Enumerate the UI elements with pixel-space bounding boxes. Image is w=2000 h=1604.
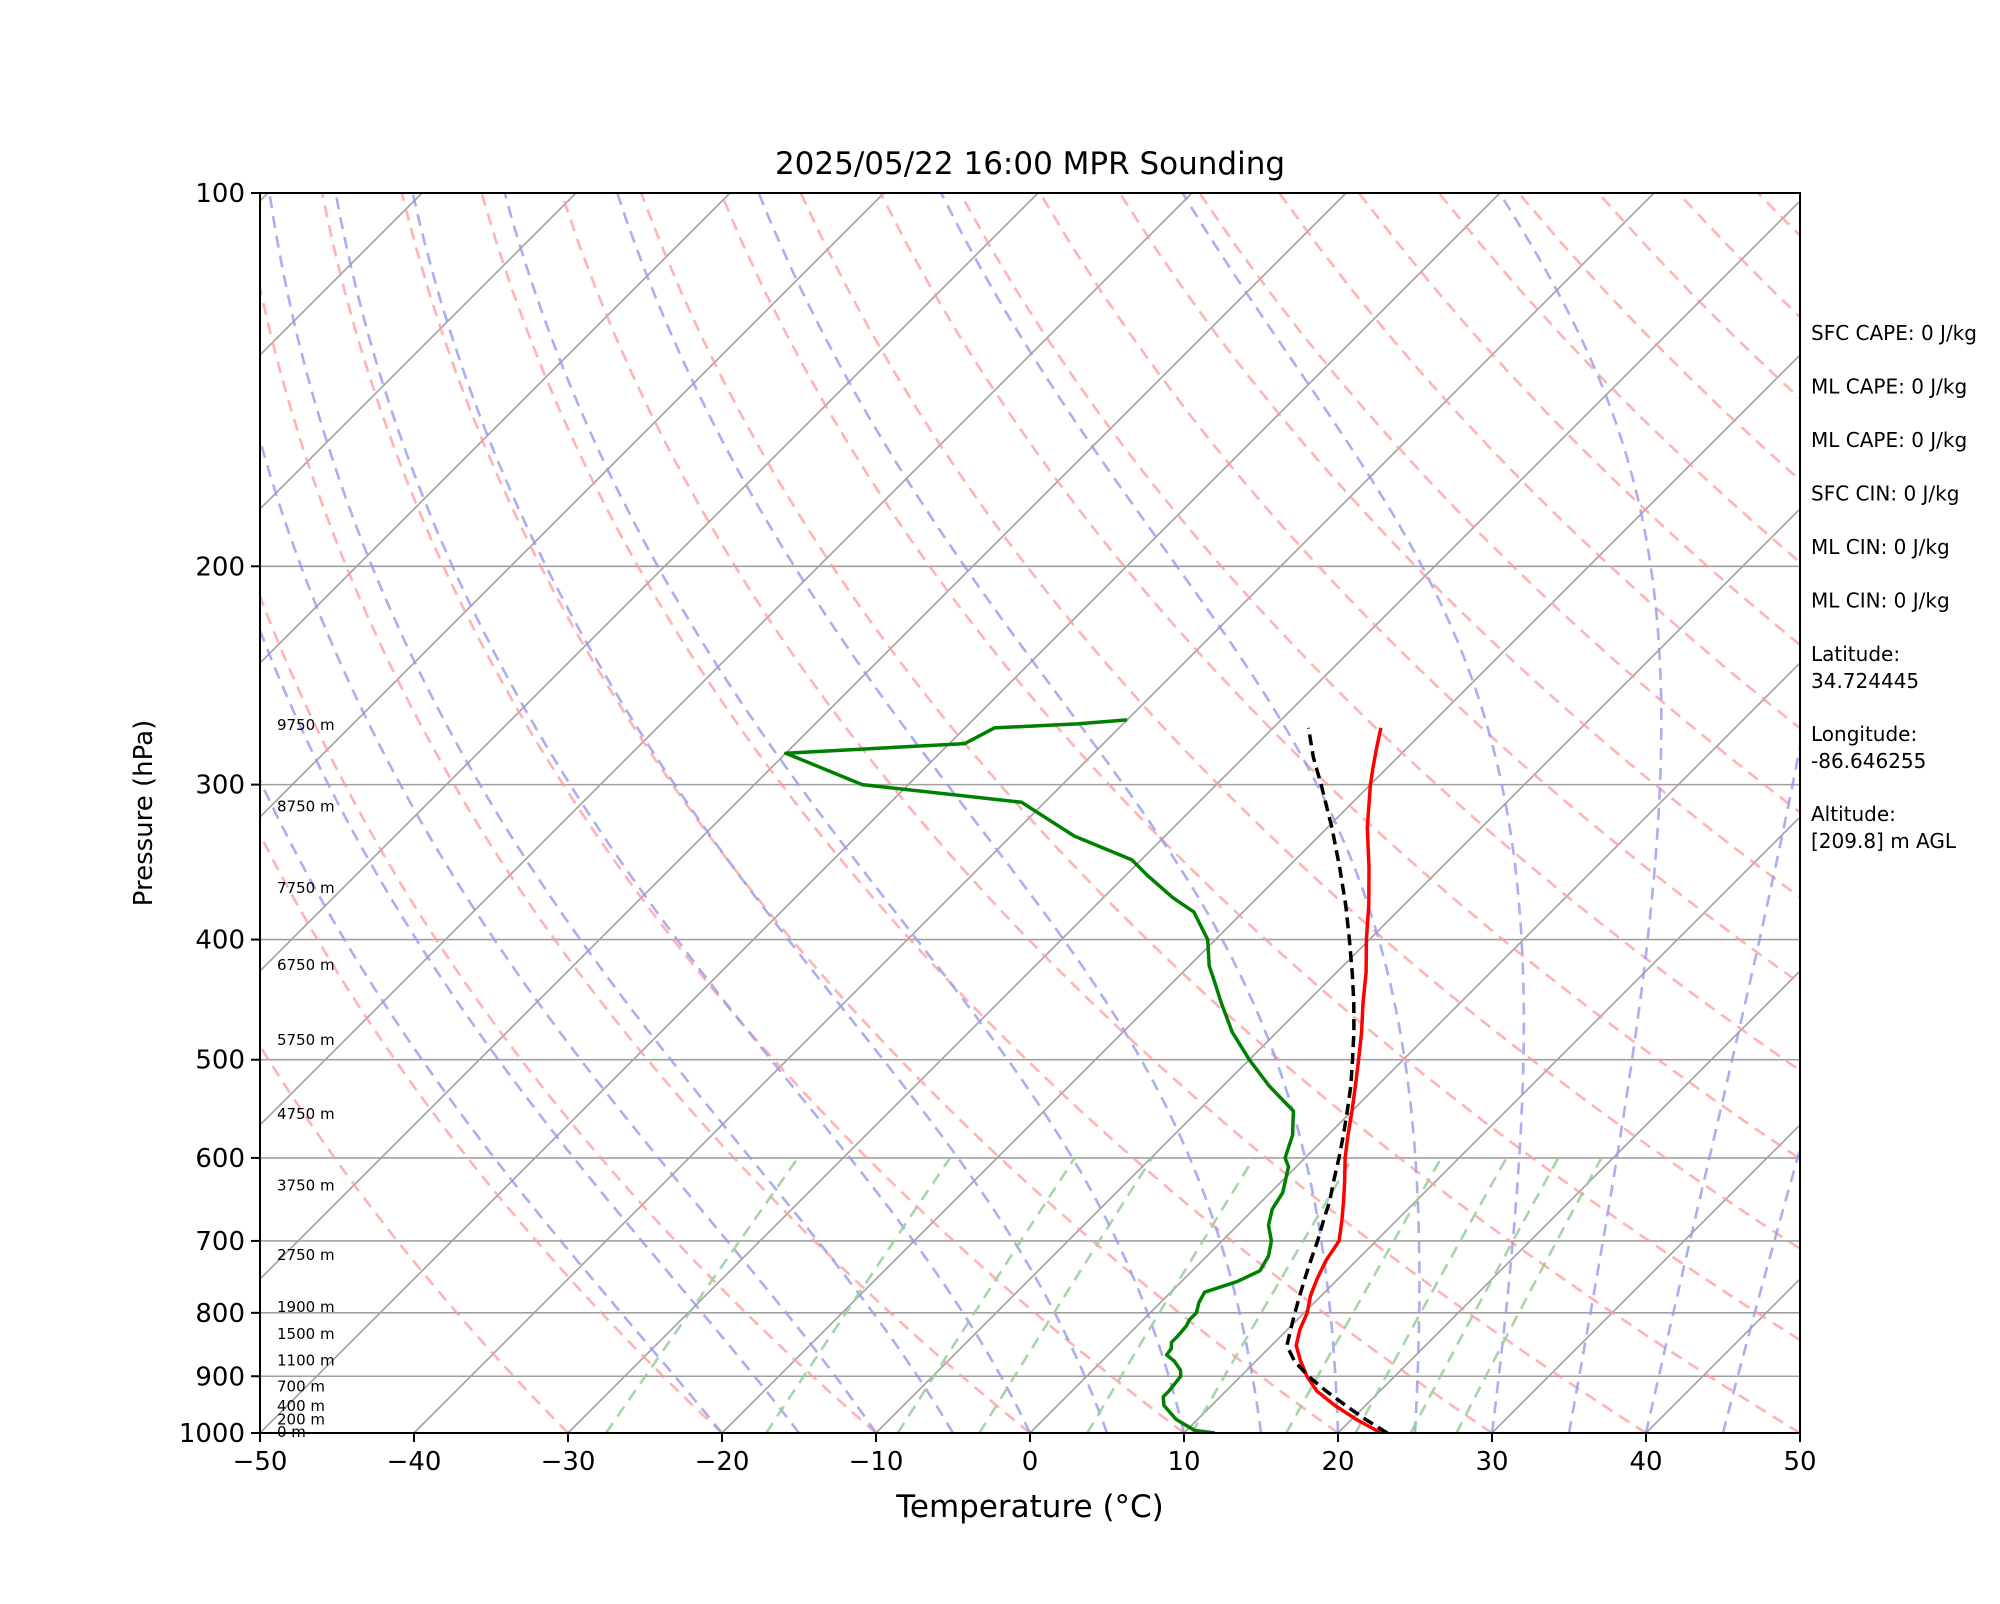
- moist-adiabat-line: [505, 193, 1184, 1433]
- y-tick-label: 200: [195, 552, 245, 582]
- height-label: 700 m: [277, 1378, 325, 1396]
- isotherm-line: [0, 193, 730, 1433]
- height-label: 1100 m: [277, 1352, 335, 1370]
- dry-adiabat-line: [641, 193, 1800, 1433]
- height-label: 9750 m: [277, 716, 335, 734]
- dry-adiabat-line: [402, 193, 1338, 1433]
- dewpoint-profile-line: [786, 720, 1294, 1433]
- height-label: 3750 m: [277, 1177, 335, 1195]
- height-label: 5750 m: [277, 1031, 335, 1049]
- isotherm-line: [0, 193, 1192, 1433]
- sounding-annotations: SFC CAPE: 0 J/kg ML CAPE: 0 J/kg ML CAPE: …: [1811, 321, 1977, 853]
- annotation-text: ML CAPE: 0 J/kg: [1811, 375, 1967, 399]
- height-label: 7750 m: [277, 879, 335, 897]
- temperature-profile-line: [1296, 728, 1381, 1433]
- height-label: 1900 m: [277, 1298, 335, 1316]
- x-tick-label: 10: [1167, 1447, 1200, 1477]
- annotation-text: SFC CAPE: 0 J/kg: [1811, 321, 1977, 345]
- height-label: 1500 m: [277, 1325, 335, 1343]
- x-tick-label: 30: [1475, 1447, 1508, 1477]
- annotation-value: 34.724445: [1811, 669, 1919, 693]
- annotation-label: Latitude:: [1811, 642, 1900, 666]
- isotherm-line: [722, 193, 1962, 1433]
- moist-adiabat-line: [270, 193, 954, 1433]
- moist-adiabat-line: [158, 193, 799, 1433]
- x-tick-label: 20: [1321, 1447, 1354, 1477]
- mixing-ratio-lines: [606, 1158, 1601, 1433]
- y-tick-label: 400: [195, 926, 245, 956]
- annotation-text: SFC CIN: 0 J/kg: [1811, 482, 1959, 506]
- x-tick-label: 40: [1629, 1447, 1662, 1477]
- mixing-ratio-line: [979, 1158, 1152, 1433]
- annotation-label: Longitude:: [1811, 722, 1917, 746]
- annotation-label: Altitude:: [1811, 802, 1896, 826]
- x-tick-label: −50: [233, 1447, 288, 1477]
- chart-title: 2025/05/22 16:00 MPR Sounding: [775, 146, 1285, 182]
- y-tick-label: 700: [195, 1227, 245, 1257]
- plot-frame: [260, 193, 1800, 1433]
- dry-adiabat-line: [561, 193, 1646, 1433]
- y-tick-label: 900: [195, 1362, 245, 1392]
- x-tick-label: −10: [849, 1447, 904, 1477]
- x-tick-label: −30: [541, 1447, 596, 1477]
- moist-adiabat-line: [1183, 193, 1524, 1433]
- isotherm-line: [414, 193, 1654, 1433]
- height-label: 400 m: [277, 1397, 325, 1415]
- height-label: 8750 m: [277, 797, 335, 815]
- isotherm-line: [0, 193, 114, 1433]
- isotherm-line: [568, 193, 1808, 1433]
- y-axis-ticks: 1000 900 800 700 600 500 400 300 200 100: [179, 179, 260, 1449]
- y-axis-label: Pressure (hPa): [129, 720, 159, 907]
- annotation-text: ML CIN: 0 J/kg: [1811, 589, 1950, 613]
- x-tick-label: −20: [695, 1447, 750, 1477]
- annotation-value: [209.8] m AGL: [1811, 829, 1957, 853]
- x-tick-label: 0: [1022, 1447, 1039, 1477]
- x-axis-ticks: −50 −40 −30 −20 −10 0 10 20 30 40 50: [233, 1433, 1817, 1477]
- moist-adiabat-line: [941, 193, 1419, 1433]
- annotation-text: ML CIN: 0 J/kg: [1811, 535, 1950, 559]
- y-tick-label: 1000: [179, 1419, 245, 1449]
- isotherm-line: [260, 193, 1500, 1433]
- x-tick-label: −40: [387, 1447, 442, 1477]
- y-tick-label: 300: [195, 771, 245, 801]
- x-axis-label: Temperature (°C): [895, 1489, 1164, 1525]
- mixing-ratio-line: [606, 1158, 798, 1433]
- mixing-ratio-line: [1457, 1158, 1602, 1433]
- moist-adiabats: [110, 193, 2000, 1433]
- y-tick-label: 100: [195, 179, 245, 209]
- dry-adiabat-line: [163, 193, 877, 1433]
- y-tick-label: 600: [195, 1144, 245, 1174]
- y-tick-label: 500: [195, 1046, 245, 1076]
- height-label: 6750 m: [277, 956, 335, 974]
- x-tick-label: 50: [1783, 1447, 1816, 1477]
- moist-adiabat-line: [617, 193, 1261, 1433]
- annotation-value: -86.646255: [1811, 749, 1926, 773]
- y-tick-label: 800: [195, 1299, 245, 1329]
- annotation-text: ML CAPE: 0 J/kg: [1811, 428, 1967, 452]
- sounding-profiles: [786, 720, 1388, 1433]
- height-label: 4750 m: [277, 1105, 335, 1123]
- height-label: 2750 m: [277, 1246, 335, 1264]
- moist-adiabat-line: [413, 193, 1107, 1433]
